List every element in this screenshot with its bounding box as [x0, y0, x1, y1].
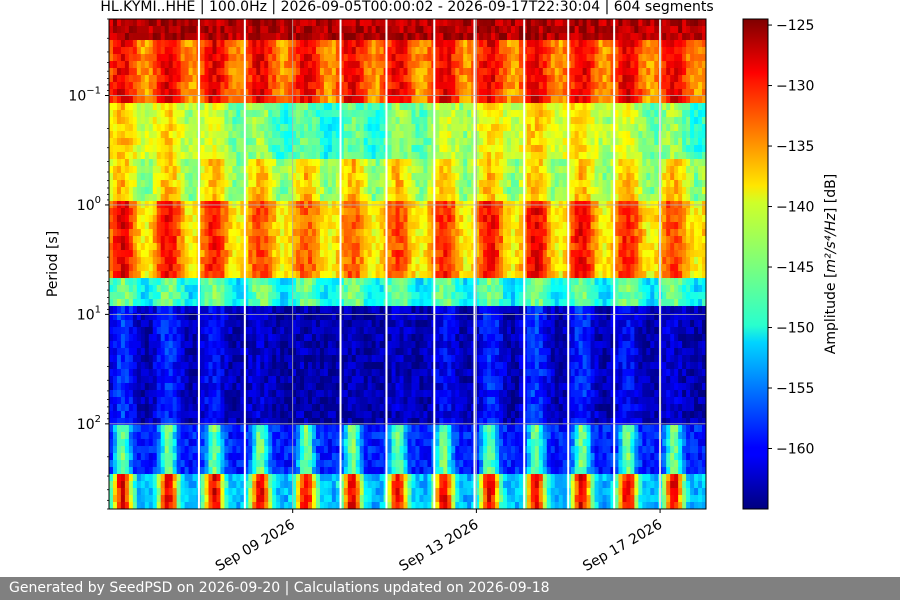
x-tick-label: Sep 17 2026 — [580, 517, 665, 575]
y-tick-label: 10−1 — [68, 85, 101, 104]
colorbar-tick-label: −130 — [776, 79, 814, 95]
y-tick-label: 100 — [77, 195, 101, 214]
footer-text: Generated by SeedPSD on 2026-09-20 | Cal… — [9, 580, 550, 596]
colorbar-tick-label: −125 — [776, 18, 814, 34]
colorbar — [742, 18, 769, 510]
x-axis: Sep 09 2026 Sep 13 2026 Sep 17 2026 — [213, 509, 665, 575]
colorbar-label-prefix: Amplitude [ — [823, 273, 839, 355]
colorbar-label-suffix: ] [dB] — [823, 174, 839, 213]
y-axis-label: Period [s] — [45, 231, 61, 297]
colorbar-tick-label: −140 — [776, 200, 814, 216]
y-tick-label: 102 — [77, 414, 101, 433]
colorbar-label: Amplitude [m²/s⁴/Hz] [dB] — [823, 174, 839, 354]
colorbar-tick-label: −135 — [776, 139, 814, 155]
heatmap-cells — [109, 19, 706, 509]
x-tick-label: Sep 09 2026 — [213, 517, 298, 575]
colorbar-tick-label: −150 — [776, 321, 814, 337]
spectrogram-figure: HL.KYMI..HHE | 100.0Hz | 2026-09-05T00:0… — [45, 0, 839, 575]
x-tick-label: Sep 13 2026 — [397, 517, 482, 575]
colorbar-tick-label: −145 — [776, 260, 814, 276]
colorbar-axis: −125 −130 −135 −140 −145 −150 −155 −160 — [768, 18, 814, 458]
plot-frame — [108, 18, 707, 510]
footer-bar: Generated by SeedPSD on 2026-09-20 | Cal… — [0, 577, 900, 600]
y-axis: 10−1 100 101 102 — [68, 18, 109, 510]
chart-title: HL.KYMI..HHE | 100.0Hz | 2026-09-05T00:0… — [100, 0, 713, 15]
colorbar-tick-label: −155 — [776, 381, 814, 397]
colorbar-label-units: m²/s⁴/Hz — [823, 212, 839, 272]
y-tick-label: 101 — [77, 304, 101, 323]
grid-lines — [109, 19, 706, 509]
colorbar-tick-label: −160 — [776, 442, 814, 458]
